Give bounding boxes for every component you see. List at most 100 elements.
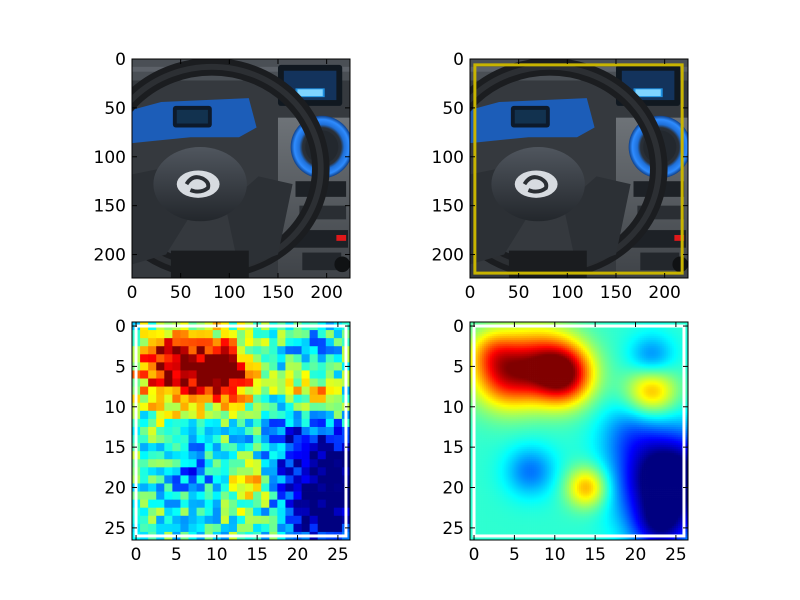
x-tick-label: 200: [648, 283, 680, 303]
heatmap-cell: [293, 402, 302, 412]
heatmap-pixel: [526, 348, 529, 351]
heatmap-cell: [180, 483, 189, 492]
heatmap-pixel: [661, 368, 665, 371]
heatmap-cell: [253, 370, 262, 379]
heatmap-cell: [172, 402, 181, 412]
heatmap-pixel: [631, 334, 634, 337]
heatmap-pixel: [631, 372, 634, 375]
heatmap-cell: [285, 459, 294, 468]
heatmap-pixel: [498, 344, 501, 347]
heatmap-pixel: [669, 394, 673, 398]
heatmap-pixel: [572, 368, 576, 371]
heatmap-pixel: [516, 376, 519, 379]
heatmap-pixel: [566, 348, 570, 351]
heatmap-pixel: [490, 350, 493, 353]
heatmap-pixel: [607, 332, 610, 335]
heatmap-pixel: [486, 368, 489, 371]
heatmap-pixel: [675, 350, 679, 353]
heatmap-cell: [333, 394, 343, 404]
heatmap-cell: [212, 475, 222, 484]
heatmap-pixel: [669, 352, 673, 355]
heatmap-pixel: [470, 348, 473, 351]
heatmap-pixel: [558, 346, 562, 349]
heatmap-pixel: [599, 360, 602, 363]
heatmap-pixel: [633, 364, 636, 367]
heatmap-pixel: [488, 354, 491, 357]
heatmap-pixel: [514, 364, 517, 367]
heatmap-pixel: [564, 374, 568, 377]
heatmap-pixel: [512, 368, 515, 371]
heatmap-pixel: [544, 366, 548, 369]
heatmap-pixel: [536, 334, 539, 337]
heatmap-pixel: [498, 336, 501, 339]
heatmap-pixel: [540, 344, 544, 347]
heatmap-pixel: [498, 394, 501, 398]
heatmap-pixel: [562, 352, 566, 355]
heatmap-pixel: [611, 338, 614, 341]
heatmap-pixel: [520, 330, 523, 333]
heatmap-pixel: [484, 342, 487, 345]
heatmap-pixel: [675, 388, 679, 391]
heatmap-pixel: [615, 350, 618, 353]
heatmap-pixel: [494, 334, 497, 337]
heatmap-pixel: [605, 336, 608, 339]
heatmap-pixel: [560, 396, 564, 400]
heatmap-cell: [245, 483, 254, 492]
heatmap-pixel: [589, 354, 592, 357]
heatmap-pixel: [653, 376, 657, 379]
heatmap-pixel: [645, 386, 648, 389]
heatmap-pixel: [506, 398, 509, 402]
heatmap-cell: [148, 459, 157, 468]
heatmap-cell: [196, 370, 206, 379]
heatmap-pixel: [625, 342, 628, 345]
heatmap-pixel: [484, 376, 487, 379]
heatmap-pixel: [572, 332, 576, 335]
heatmap-pixel: [528, 368, 531, 371]
heatmap-pixel: [544, 394, 548, 398]
heatmap-pixel: [673, 354, 677, 357]
heatmap-pixel: [623, 364, 626, 367]
heatmap-pixel: [576, 348, 580, 351]
heatmap-pixel: [560, 354, 564, 357]
heatmap-pixel: [490, 398, 493, 402]
heatmap-pixel: [657, 358, 661, 361]
heatmap-pixel: [558, 398, 562, 402]
heatmap-pixel: [663, 396, 667, 400]
heatmap-cell: [293, 330, 302, 339]
heatmap-pixel: [605, 364, 608, 367]
heatmap-pixel: [554, 384, 558, 387]
heatmap-pixel: [484, 338, 487, 341]
heatmap-pixel: [532, 348, 535, 351]
heatmap-pixel: [558, 322, 562, 325]
heatmap-pixel: [570, 364, 574, 367]
heatmap-pixel: [500, 354, 503, 357]
heatmap-pixel: [478, 390, 481, 393]
heatmap-cell: [277, 491, 286, 501]
heatmap-pixel: [552, 384, 556, 387]
heatmap-pixel: [625, 336, 628, 339]
heatmap-cell: [228, 483, 238, 492]
heatmap-pixel: [508, 340, 511, 343]
heatmap-pixel: [639, 344, 642, 347]
heatmap-pixel: [615, 356, 618, 359]
heatmap-pixel: [599, 388, 602, 391]
heatmap-pixel: [653, 332, 657, 335]
heatmap-pixel: [470, 382, 473, 385]
heatmap-pixel: [480, 386, 483, 389]
heatmap-pixel: [597, 348, 600, 351]
heatmap-cell: [220, 426, 230, 436]
heatmap-pixel: [645, 348, 648, 351]
heatmap-cell: [212, 378, 222, 387]
heatmap-cell: [245, 378, 254, 387]
heatmap-pixel: [663, 386, 667, 389]
heatmap-pixel: [518, 334, 521, 337]
heatmap-pixel: [552, 372, 556, 375]
heatmap-pixel: [655, 344, 659, 347]
heatmap-pixel: [595, 336, 598, 339]
heatmap-pixel: [558, 354, 562, 357]
heatmap-pixel: [665, 384, 669, 387]
heatmap-cell: [309, 346, 319, 355]
heatmap-cell: [140, 523, 149, 533]
heatmap-cell: [188, 418, 197, 428]
